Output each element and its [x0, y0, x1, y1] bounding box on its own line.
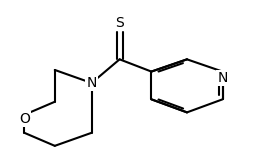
Text: O: O: [19, 112, 30, 126]
Text: S: S: [115, 16, 124, 30]
Text: N: N: [217, 71, 228, 85]
Text: N: N: [86, 76, 97, 90]
